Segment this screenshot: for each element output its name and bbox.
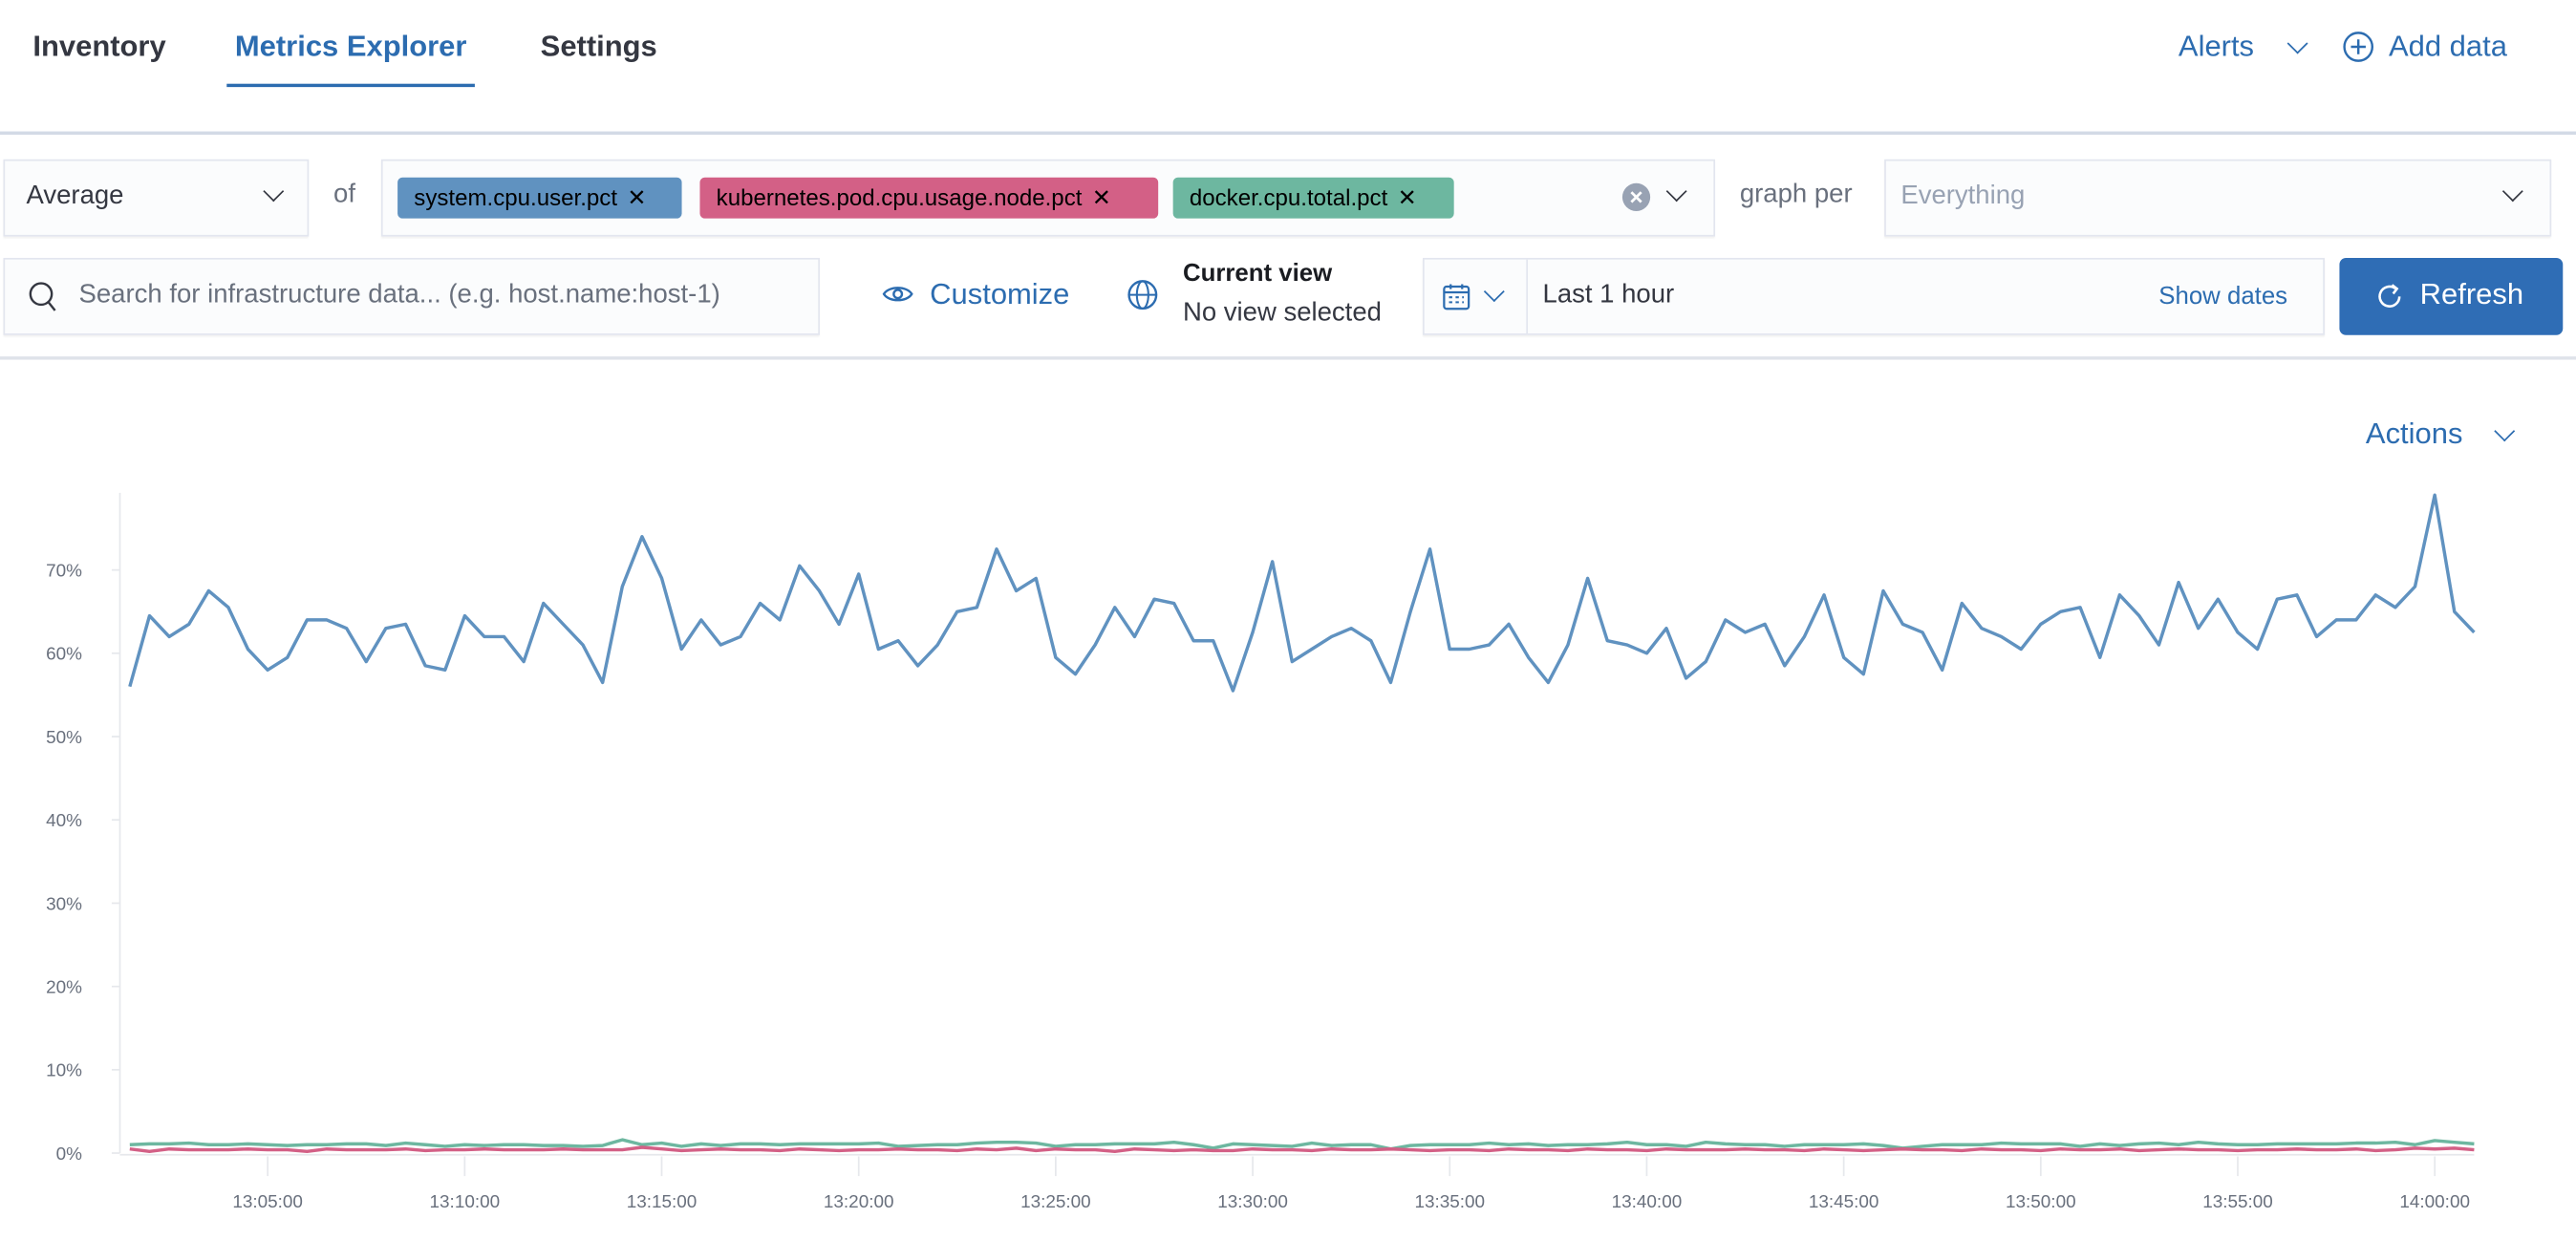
plus-circle-icon xyxy=(2343,32,2374,62)
globe-icon xyxy=(1127,280,1158,310)
refresh-icon xyxy=(2378,284,2401,308)
date-picker[interactable]: Last 1 hour Show dates xyxy=(1423,257,2325,335)
series-line-kubernetes-pod-cpu-usage-node-pct xyxy=(129,1145,2475,1154)
of-label: of xyxy=(333,181,355,209)
metric-label: kubernetes.pod.cpu.usage.node.pct xyxy=(716,183,1083,211)
metric-pill-docker-cpu[interactable]: docker.cpu.total.pct ✕ xyxy=(1172,177,1454,219)
remove-icon[interactable]: ✕ xyxy=(1091,183,1111,211)
current-view-value[interactable]: No view selected xyxy=(1182,298,1382,328)
graph-per-placeholder: Everything xyxy=(1900,182,2026,211)
metric-pill-kubernetes-cpu[interactable]: kubernetes.pod.cpu.usage.node.pct ✕ xyxy=(699,177,1159,219)
graph-per-label: graph per xyxy=(1739,181,1853,209)
tab-metrics-explorer[interactable]: Metrics Explorer xyxy=(226,29,476,88)
series-line-system-cpu-user-pct xyxy=(128,493,2476,693)
y-tick-label: 10% xyxy=(46,1061,82,1081)
metric-label: docker.cpu.total.pct xyxy=(1189,183,1388,211)
calendar-icon xyxy=(1443,284,1470,310)
y-tick-label: 50% xyxy=(46,728,82,748)
refresh-label: Refresh xyxy=(2419,277,2524,310)
remove-icon[interactable]: ✕ xyxy=(1397,183,1417,211)
current-view-title: Current view xyxy=(1182,259,1333,288)
y-tick-label: 0% xyxy=(56,1144,83,1165)
x-tick-label: 13:20:00 xyxy=(824,1192,894,1212)
quick-select-button[interactable] xyxy=(1425,259,1529,334)
y-tick-label: 70% xyxy=(46,562,82,582)
remove-icon[interactable]: ✕ xyxy=(627,183,647,211)
x-tick-label: 13:30:00 xyxy=(1217,1192,1288,1212)
customize-button[interactable]: Customize xyxy=(882,278,1069,312)
alerts-label: Alerts xyxy=(2178,29,2255,63)
x-tick-label: 13:35:00 xyxy=(1414,1192,1485,1212)
x-tick-label: 14:00:00 xyxy=(2399,1192,2470,1212)
customize-label: Customize xyxy=(930,277,1070,310)
clear-icon[interactable] xyxy=(1621,182,1651,212)
toolbar-divider xyxy=(0,356,2576,360)
x-tick-label: 13:25:00 xyxy=(1020,1192,1091,1212)
header-divider xyxy=(0,131,2576,135)
x-tick-label: 13:05:00 xyxy=(232,1192,303,1212)
add-data-button[interactable]: Add data xyxy=(2343,30,2507,64)
eye-icon xyxy=(882,287,913,302)
x-tick-label: 13:55:00 xyxy=(2202,1192,2273,1212)
aggregation-value: Average xyxy=(26,182,124,211)
y-tick-label: 40% xyxy=(46,811,82,831)
x-tick-label: 13:10:00 xyxy=(430,1192,501,1212)
x-tick-label: 13:15:00 xyxy=(627,1192,698,1212)
actions-label: Actions xyxy=(2365,417,2463,451)
search-input[interactable]: Search for infrastructure data... (e.g. … xyxy=(3,257,820,335)
tab-inventory[interactable]: Inventory xyxy=(32,29,166,63)
add-data-label: Add data xyxy=(2389,29,2507,63)
show-dates-link[interactable]: Show dates xyxy=(2158,282,2288,310)
time-range-value[interactable]: Last 1 hour xyxy=(1542,281,1675,310)
alerts-menu-button[interactable]: Alerts xyxy=(2178,29,2308,64)
actions-menu-button[interactable]: Actions xyxy=(2365,417,2516,452)
aggregation-select[interactable]: Average xyxy=(3,159,310,237)
y-tick-label: 20% xyxy=(46,978,82,998)
x-tick-label: 13:40:00 xyxy=(1612,1192,1683,1212)
y-tick-label: 60% xyxy=(46,645,82,665)
x-tick-label: 13:45:00 xyxy=(1809,1192,1879,1212)
search-icon xyxy=(29,282,56,311)
x-tick-label: 13:50:00 xyxy=(2006,1192,2076,1212)
search-placeholder: Search for infrastructure data... (e.g. … xyxy=(78,281,720,310)
refresh-button[interactable]: Refresh xyxy=(2339,257,2564,335)
metric-label: system.cpu.user.pct xyxy=(414,183,618,211)
series-line-docker-cpu-total-pct xyxy=(129,1138,2475,1151)
y-tick-label: 30% xyxy=(46,894,82,914)
graph-per-select[interactable]: Everything xyxy=(1884,159,2552,237)
tab-settings[interactable]: Settings xyxy=(540,29,657,63)
metrics-combobox[interactable]: system.cpu.user.pct ✕ kubernetes.pod.cpu.… xyxy=(380,159,1716,237)
metric-pill-system-cpu[interactable]: system.cpu.user.pct ✕ xyxy=(397,177,682,219)
